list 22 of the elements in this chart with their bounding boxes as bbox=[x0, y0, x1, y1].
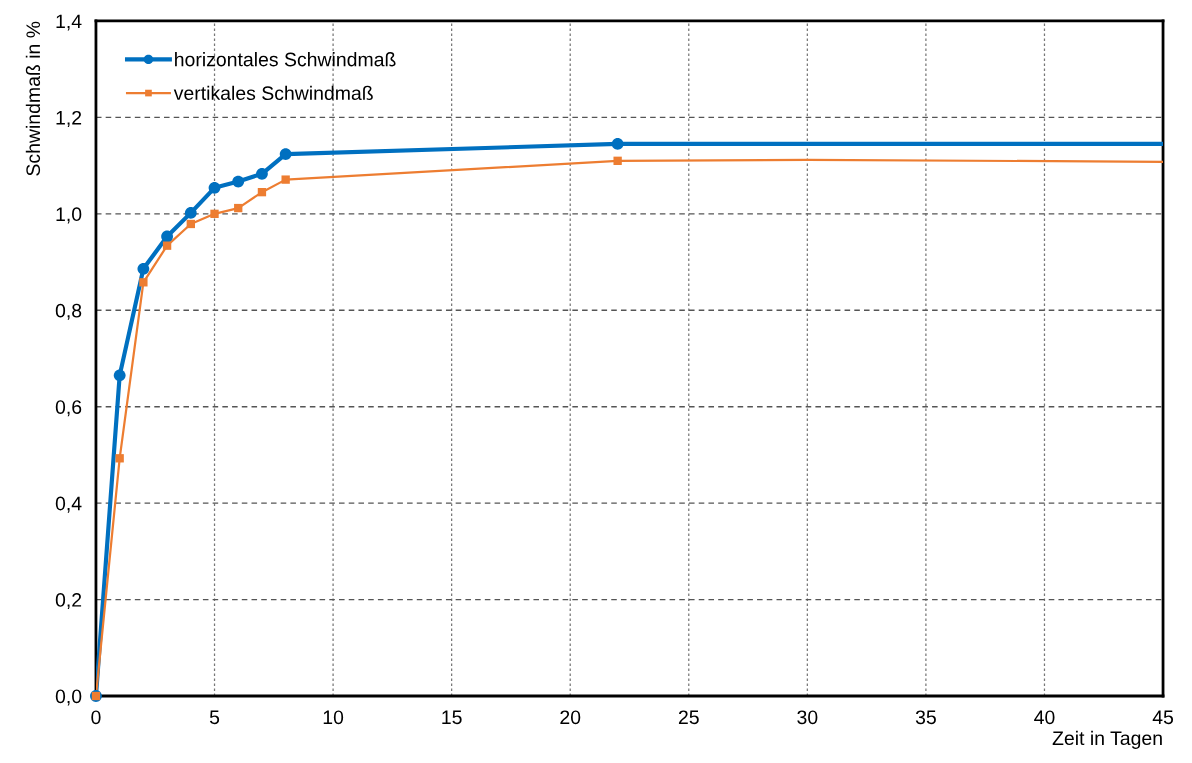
legend-label: horizontales Schwindmaß bbox=[175, 52, 396, 67]
y-tick-label: 0,6 bbox=[55, 400, 82, 417]
x-tick-label: 25 bbox=[678, 710, 699, 725]
y-tick-label: 1,4 bbox=[56, 14, 82, 31]
x-tick-label: 10 bbox=[323, 710, 344, 725]
y-tick-label: 1,0 bbox=[56, 207, 82, 224]
y-tick-label: 0,0 bbox=[55, 689, 82, 706]
y-tick-label: 0,4 bbox=[55, 496, 82, 513]
y-tick-label: 1,2 bbox=[56, 110, 82, 127]
x-tick-label: 20 bbox=[560, 710, 581, 725]
x-tick-label: 35 bbox=[915, 710, 936, 725]
x-tick-label: 15 bbox=[442, 710, 462, 725]
x-tick-label: 5 bbox=[209, 710, 220, 725]
y-axis-title: Schwindmaß in % bbox=[25, 21, 41, 176]
x-axis-title: Zeit in Tagen bbox=[1052, 730, 1162, 749]
legend-label: vertikales Schwindmaß bbox=[173, 85, 373, 101]
y-tick-label: 0,8 bbox=[55, 303, 82, 320]
x-tick-label: 45 bbox=[1152, 710, 1174, 725]
x-tick-label: 0 bbox=[91, 710, 101, 725]
x-tick-label: 40 bbox=[1034, 710, 1055, 725]
x-tick-label: 30 bbox=[797, 710, 818, 725]
y-tick-label: 0,2 bbox=[55, 593, 82, 610]
